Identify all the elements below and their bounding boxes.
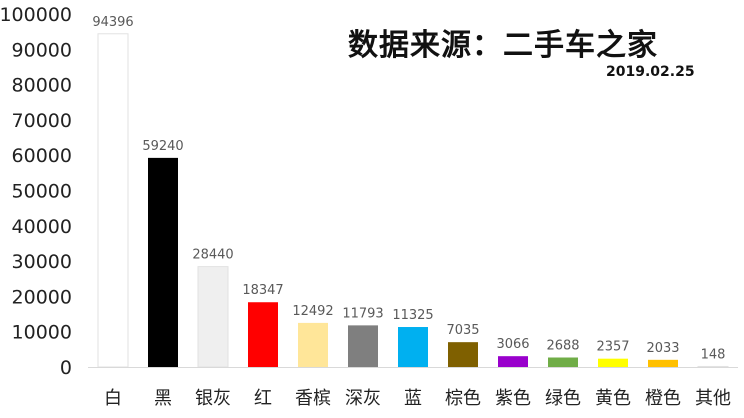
data-label-9: 3066 — [496, 337, 529, 352]
x-tick-label-12: 橙色 — [645, 388, 681, 409]
data-label-3: 28440 — [192, 248, 233, 263]
source-date: 2019.02.25 — [606, 64, 695, 80]
bar-4 — [248, 302, 278, 367]
x-tick-label-4: 红 — [254, 388, 272, 409]
y-axis: 0 10000 20000 30000 40000 50000 60000 70000 8000… — [0, 4, 72, 379]
x-tick-label-9: 紫色 — [495, 388, 531, 409]
data-label-12: 2033 — [646, 341, 679, 356]
y-tick-label: 40000 — [12, 216, 72, 238]
y-tick-label: 60000 — [12, 145, 72, 167]
x-tick-label-11: 黄色 — [595, 388, 631, 409]
data-label-10: 2688 — [546, 339, 579, 354]
y-tick-label: 20000 — [12, 286, 72, 308]
y-tick-label: 30000 — [12, 251, 72, 273]
bar-3 — [197, 266, 229, 368]
x-tick-label-1: 白 — [104, 388, 122, 409]
data-label-7: 11325 — [392, 308, 433, 323]
x-axis: 白 黑 银灰 红 香槟 深灰 蓝 棕色 紫色 绿色 黄色 橙色 其他 — [88, 367, 738, 409]
data-label-1: 94396 — [92, 15, 133, 30]
data-label-8: 7035 — [446, 323, 479, 338]
x-tick-label-10: 绿色 — [545, 388, 581, 409]
data-label-5: 12492 — [292, 304, 333, 319]
data-label-6: 11793 — [342, 306, 383, 321]
y-tick-label: 90000 — [12, 39, 72, 61]
y-tick-label: 70000 — [12, 110, 72, 132]
value-labels: 94396 59240 28440 18347 12492 11793 11325 7035 3… — [92, 15, 725, 363]
y-tick-label: 50000 — [12, 181, 72, 203]
x-tick-label-8: 棕色 — [445, 388, 481, 409]
bar-9 — [498, 356, 528, 367]
bar-5 — [298, 322, 328, 367]
bar-12 — [648, 359, 678, 367]
y-tick-label: 0 — [60, 357, 72, 379]
x-tick-label-5: 香槟 — [295, 388, 331, 409]
y-tick-label: 10000 — [12, 322, 72, 344]
x-tick-label-7: 蓝 — [404, 388, 422, 409]
bar-6 — [348, 325, 378, 367]
x-tick-label-2: 黑 — [154, 388, 172, 409]
x-tick-label-6: 深灰 — [345, 388, 381, 409]
bars — [97, 33, 729, 368]
data-label-2: 59240 — [142, 139, 183, 154]
data-label-11: 2357 — [596, 340, 629, 355]
y-tick-label: 80000 — [12, 75, 72, 97]
bar-10 — [548, 357, 578, 367]
bar-1 — [97, 33, 129, 368]
bar-7 — [398, 327, 428, 367]
data-label-4: 18347 — [242, 283, 283, 298]
y-tick-label: 100000 — [0, 4, 72, 26]
bar-2 — [148, 157, 178, 367]
bar-8 — [448, 342, 478, 367]
data-label-13: 148 — [701, 347, 726, 362]
x-tick-label-13: 其他 — [695, 388, 731, 409]
source-title: 数据来源：二手车之家 — [348, 28, 658, 63]
bar-11 — [598, 358, 628, 367]
x-tick-label-3: 银灰 — [195, 388, 231, 409]
